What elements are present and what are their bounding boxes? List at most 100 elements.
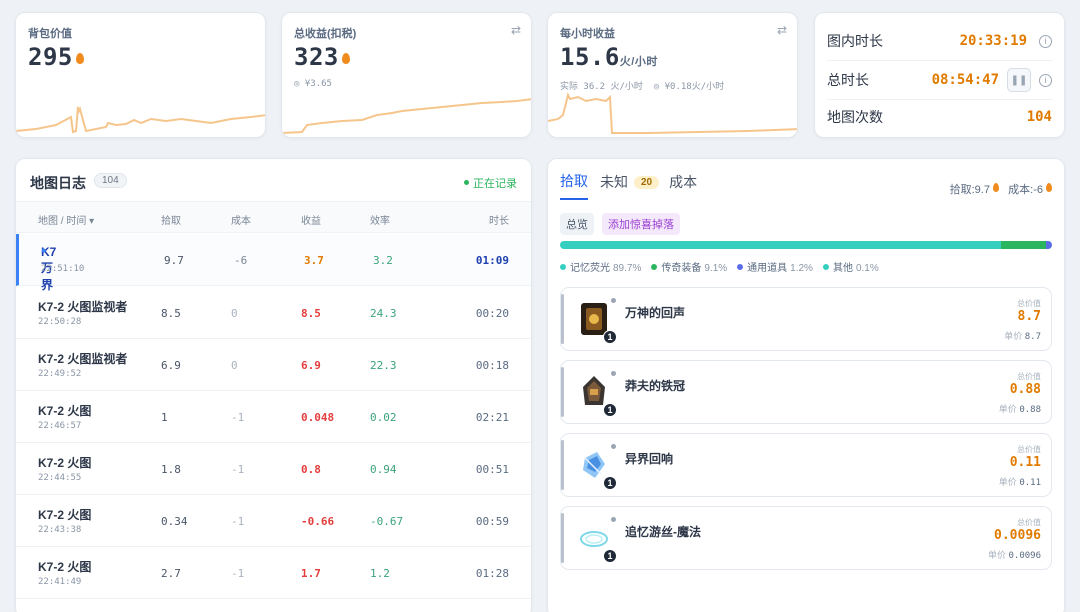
bag-value-card: 背包价值 295: [15, 12, 266, 138]
distribution-segment: [1001, 241, 1047, 249]
hourly-revenue-value: 15.6火/小时: [560, 43, 658, 71]
swap-icon[interactable]: ⇄: [510, 23, 521, 37]
fire-icon: [341, 53, 350, 64]
item-quantity: 1: [603, 476, 617, 490]
item-total-value: 0.0096: [994, 528, 1041, 543]
row-duration: 01:09: [475, 254, 509, 267]
row-map-name: K7-2 火图: [38, 456, 92, 470]
row-map-name: K7-2 火图: [38, 508, 92, 522]
total-revenue-value: 323: [294, 43, 350, 71]
header-map-time[interactable]: 地图 / 时间 ▾: [38, 216, 95, 227]
row-duration: 00:59: [475, 515, 509, 528]
row-cost: 0: [231, 307, 238, 320]
header-duration: 时长: [489, 216, 509, 227]
tab-pick[interactable]: 拾取: [560, 171, 588, 200]
tab-unknown[interactable]: 未知: [600, 174, 628, 190]
info-icon[interactable]: i: [1039, 34, 1052, 48]
item-unit-price: 单价 0.11: [998, 477, 1041, 488]
header-efficiency: 效率: [370, 216, 390, 227]
row-efficiency: 24.3: [370, 307, 397, 320]
pick-cost-summary: 拾取:9.7 成本:-6: [950, 181, 1052, 197]
map-log-count: 104: [94, 173, 127, 188]
drop-distribution-bar: [560, 241, 1052, 249]
item-quantity: 1: [603, 330, 617, 344]
row-efficiency: 22.3: [370, 359, 397, 372]
row-revenue: 1.7: [301, 567, 321, 580]
bag-value-sparkline: [16, 106, 265, 134]
header-revenue: 收益: [301, 216, 321, 227]
table-row[interactable]: K7-2 火图监视者 22:49:52 6.9 0 6.9 22.3 00:18: [16, 339, 531, 391]
add-surprise-drop-chip[interactable]: 添加惊喜掉落: [602, 213, 680, 235]
distribution-segment: [560, 241, 1002, 249]
row-cost: -1: [231, 411, 245, 424]
drop-item[interactable]: 1 莽夫的铁冠 总价值 0.88 单价 0.88: [560, 360, 1052, 424]
table-row[interactable]: K7 万界 ● 22:51:10 9.7 -6 3.7 3.2 01:09: [16, 234, 531, 292]
total-value-label: 总价值: [1017, 445, 1041, 454]
pause-button[interactable]: ❚❚: [1007, 68, 1031, 92]
item-name: 万神的回声: [625, 306, 686, 320]
table-row[interactable]: K7-2 火图 22:44:55 1.8 -1 0.8 0.94 00:51: [16, 443, 531, 495]
row-pick: 0.34: [161, 515, 188, 528]
map-count: 104: [1026, 109, 1052, 125]
hourly-actual: 实际 36.2 火/小时 ◎ ¥0.18火/小时: [560, 82, 725, 92]
row-time: 22:41:49: [38, 577, 82, 587]
row-cost: -1: [231, 515, 245, 528]
table-row[interactable]: K7-2 火图 22:41:49 2.7 -1 1.7 1.2 01:28: [16, 547, 531, 599]
swap-icon[interactable]: ⇄: [776, 23, 787, 37]
table-row[interactable]: K7-2 火图 22:43:38 0.34 -1 -0.66 -0.67 00:…: [16, 495, 531, 547]
total-value-label: 总价值: [1017, 299, 1041, 308]
crystal-icon: [583, 452, 605, 478]
total-revenue-card: 总收益(扣税) ⇄ 323 ◎ ¥3.65: [281, 12, 532, 138]
row-duration: 00:51: [475, 463, 509, 476]
overview-chip[interactable]: 总览: [560, 213, 594, 235]
detail-tabs: 拾取 未知 20 成本: [560, 171, 709, 200]
total-revenue-rmb: ◎ ¥3.65: [294, 79, 332, 89]
item-total-value: 0.88: [1009, 382, 1041, 397]
silk-thread-icon: [580, 531, 608, 547]
row-revenue: 0.8: [301, 463, 321, 476]
info-icon[interactable]: i: [1039, 73, 1052, 87]
table-row[interactable]: K7-2 火图 22:46:57 1 -1 0.048 0.02 02:21: [16, 391, 531, 443]
item-unit-price: 单价 0.0096: [987, 550, 1041, 561]
row-efficiency: -0.67: [370, 515, 404, 528]
drop-detail-card: 拾取 未知 20 成本 拾取:9.7 成本:-6 总览 添加惊喜掉落 记忆荧光 8…: [547, 158, 1065, 612]
item-name: 异界回响: [625, 452, 674, 466]
hourly-revenue-label: 每小时收益: [560, 28, 615, 40]
row-cost: -6: [234, 254, 248, 267]
row-time: 22:43:38: [38, 525, 82, 535]
table-row[interactable]: K7-2 火图监视者 22:50:28 8.5 0 8.5 24.3 00:20: [16, 287, 531, 339]
row-cost: 0: [231, 359, 238, 372]
bag-value-label: 背包价值: [28, 28, 72, 40]
row-revenue: 0.048: [301, 411, 335, 424]
fire-icon: [1046, 183, 1052, 192]
item-unit-price: 单价 0.88: [998, 404, 1041, 415]
row-duration: 02:21: [475, 411, 509, 424]
item-total-value: 0.11: [1009, 455, 1041, 470]
item-name: 莽夫的铁冠: [625, 379, 686, 393]
row-time: 22:46:57: [38, 421, 82, 431]
drop-distribution-legend: 记忆荧光 89.7% 传奇装备 9.1% 通用道具 1.2% 其他 0.1%: [560, 259, 879, 274]
drop-item[interactable]: 1 异界回响 总价值 0.11 单价 0.11: [560, 433, 1052, 497]
item-quantity: 1: [603, 549, 617, 563]
row-efficiency: 3.2: [373, 254, 393, 267]
total-revenue-label: 总收益(扣税): [294, 28, 357, 40]
hourly-revenue-sparkline: [548, 92, 797, 134]
item-quantity: 1: [603, 403, 617, 417]
row-duration: 01:28: [475, 567, 509, 580]
legend-item: 记忆荧光 89.7%: [560, 259, 641, 274]
drop-item[interactable]: 1 万神的回声 总价值 8.7 单价 8.7: [560, 287, 1052, 351]
row-pick: 8.5: [161, 307, 181, 320]
row-cost: -1: [231, 567, 245, 580]
header-cost: 成本: [231, 216, 251, 227]
in-map-duration-row: 图内时长 20:33:19 i: [827, 23, 1052, 59]
row-pick: 2.7: [161, 567, 181, 580]
tab-cost[interactable]: 成本: [669, 174, 698, 190]
total-value-label: 总价值: [1017, 518, 1041, 527]
current-dot-icon: ●: [41, 245, 47, 255]
table-header: 地图 / 时间 ▾ 拾取 成本 收益 效率 时长: [16, 201, 531, 233]
drop-item[interactable]: 1 追忆游丝-魔法 总价值 0.0096 单价 0.0096: [560, 506, 1052, 570]
row-revenue: -0.66: [301, 515, 335, 528]
row-revenue: 6.9: [301, 359, 321, 372]
legend-item: 其他 0.1%: [822, 259, 879, 274]
row-revenue: 8.5: [301, 307, 321, 320]
